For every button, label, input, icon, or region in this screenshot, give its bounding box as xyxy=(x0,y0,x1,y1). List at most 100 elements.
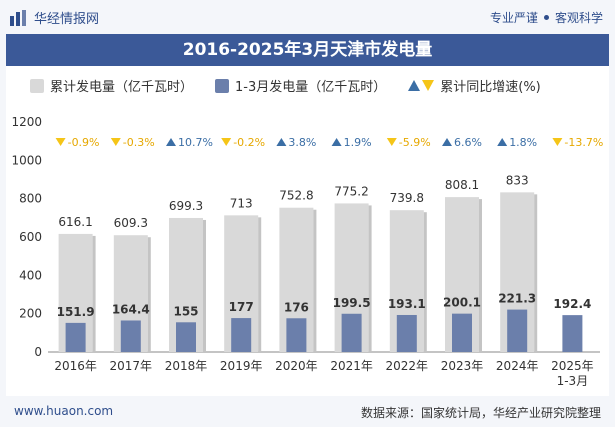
triangle-down-icon xyxy=(422,80,435,91)
bar-q1 xyxy=(286,318,307,352)
footer: www.huaon.com 数据来源：国家统计局，华经产业研究院整理 xyxy=(0,396,615,427)
logo-text: 华经情报网 xyxy=(34,12,100,27)
data-label-q1: 177 xyxy=(229,300,254,314)
y-tick-label: 600 xyxy=(19,230,42,244)
legend-swatch-q1 xyxy=(215,78,230,93)
data-label-q1: 151.9 xyxy=(57,305,95,319)
logo-icon xyxy=(10,9,26,26)
legend-swatch-cumulative xyxy=(30,78,44,93)
legend-label-cumulative: 累计发电量（亿千瓦时） xyxy=(50,80,194,95)
growth-down-icon xyxy=(221,138,232,146)
data-label-q1: 199.5 xyxy=(333,296,371,310)
data-label-q1: 164.4 xyxy=(112,302,150,316)
growth-label: 10.7% xyxy=(178,136,213,149)
data-label-q1: 200.1 xyxy=(443,296,481,310)
bar-q1 xyxy=(341,313,362,352)
data-label-q1: 221.3 xyxy=(498,292,536,306)
bar-cumulative-shadow xyxy=(534,194,538,352)
data-label-cumulative: 833 xyxy=(506,173,529,187)
growth-label: -0.9% xyxy=(68,136,100,149)
bar-q1 xyxy=(120,320,141,352)
data-label-q1: 193.1 xyxy=(388,297,426,311)
bar-q1 xyxy=(231,318,252,352)
growth-down-icon xyxy=(552,138,563,146)
bar-q1 xyxy=(562,315,583,352)
chart-legend: 累计发电量（亿千瓦时） 1-3月发电量（亿千瓦时） 累计同比增速(%) xyxy=(30,76,541,95)
x-tick-label: 2025年 xyxy=(551,359,594,373)
data-label-cumulative: 616.1 xyxy=(58,215,92,229)
x-tick-label: 2016年 xyxy=(54,359,97,373)
bar-cumulative-shadow xyxy=(203,219,206,352)
legend-item-growth: 累计同比增速(%) xyxy=(408,76,541,95)
data-label-cumulative: 752.8 xyxy=(279,189,313,203)
triangle-up-icon xyxy=(408,80,421,91)
y-tick-label: 200 xyxy=(19,307,42,321)
x-tick-label: 1-3月 xyxy=(557,374,589,388)
bar-cumulative-shadow xyxy=(258,217,262,352)
growth-up-icon xyxy=(166,138,176,146)
x-tick-label: 2021年 xyxy=(330,359,373,373)
y-tick-label: 1200 xyxy=(11,115,42,129)
x-tick-label: 2020年 xyxy=(275,359,318,373)
legend-item-cumulative: 累计发电量（亿千瓦时） xyxy=(30,76,193,95)
bar-cumulative-shadow xyxy=(423,212,427,352)
growth-label: 1.9% xyxy=(344,136,372,149)
legend-label-q1: 1-3月发电量（亿千瓦时） xyxy=(235,80,387,95)
growth-label: -5.9% xyxy=(399,136,431,149)
bar-q1 xyxy=(452,313,472,352)
x-tick-label: 2019年 xyxy=(220,359,263,373)
bar-cumulative-shadow xyxy=(368,205,372,352)
x-tick-label: 2017年 xyxy=(110,359,153,373)
data-label-q1: 155 xyxy=(173,304,198,318)
growth-up-icon xyxy=(442,138,452,146)
data-label-cumulative: 808.1 xyxy=(445,178,479,192)
footer-source: 数据来源：国家统计局，华经产业研究院整理 xyxy=(360,406,601,420)
growth-down-icon xyxy=(386,138,397,146)
legend-growth-icons xyxy=(408,80,435,91)
bar-cumulative-shadow xyxy=(313,209,317,352)
data-label-q1: 176 xyxy=(284,300,309,314)
data-label-cumulative: 739.8 xyxy=(390,191,424,205)
y-tick-label: 800 xyxy=(19,192,42,206)
growth-label: 6.6% xyxy=(454,136,482,149)
growth-down-icon xyxy=(110,138,121,146)
data-label-q1: 192.4 xyxy=(553,297,591,311)
chart-title: 2016-2025年3月天津市发电量 xyxy=(6,34,609,66)
slogan: 专业严谨 客观科学 xyxy=(490,9,603,26)
bar-cumulative-shadow xyxy=(479,199,482,352)
bar-q1 xyxy=(65,322,86,352)
bar-q1 xyxy=(507,309,528,352)
legend-label-growth: 累计同比增速(%) xyxy=(440,80,541,95)
data-label-cumulative: 699.3 xyxy=(169,199,203,213)
data-label-cumulative: 609.3 xyxy=(114,216,148,230)
x-tick-label: 2023年 xyxy=(441,359,484,373)
top-bar: 华经情报网 专业严谨 客观科学 xyxy=(0,0,615,32)
growth-up-icon xyxy=(331,138,342,146)
bar-cumulative-shadow xyxy=(147,237,151,352)
logo: 华经情报网 xyxy=(10,8,99,27)
x-tick-label: 2022年 xyxy=(386,359,429,373)
bar-cumulative-shadow xyxy=(92,235,96,352)
slogan-left: 专业严谨 xyxy=(489,11,538,25)
data-label-cumulative: 775.2 xyxy=(334,184,368,198)
growth-label: -0.2% xyxy=(233,136,265,149)
y-tick-label: 400 xyxy=(19,268,42,282)
x-tick-label: 2018年 xyxy=(165,359,208,373)
growth-label: -13.7% xyxy=(564,136,603,149)
bullet-icon xyxy=(543,15,549,20)
footer-website: www.huaon.com xyxy=(14,404,114,418)
growth-label: 3.8% xyxy=(288,136,316,149)
growth-up-icon xyxy=(276,138,287,146)
x-tick-label: 2024年 xyxy=(496,359,539,373)
slogan-right: 客观科学 xyxy=(554,11,603,25)
growth-down-icon xyxy=(55,138,66,146)
y-tick-label: 1000 xyxy=(11,153,42,167)
growth-label: 1.8% xyxy=(509,136,537,149)
growth-up-icon xyxy=(497,138,508,146)
growth-label: -0.3% xyxy=(123,136,155,149)
y-tick-label: 0 xyxy=(34,345,42,359)
data-label-cumulative: 713 xyxy=(230,196,253,210)
bar-q1 xyxy=(176,322,196,352)
legend-item-q1: 1-3月发电量（亿千瓦时） xyxy=(215,76,386,95)
